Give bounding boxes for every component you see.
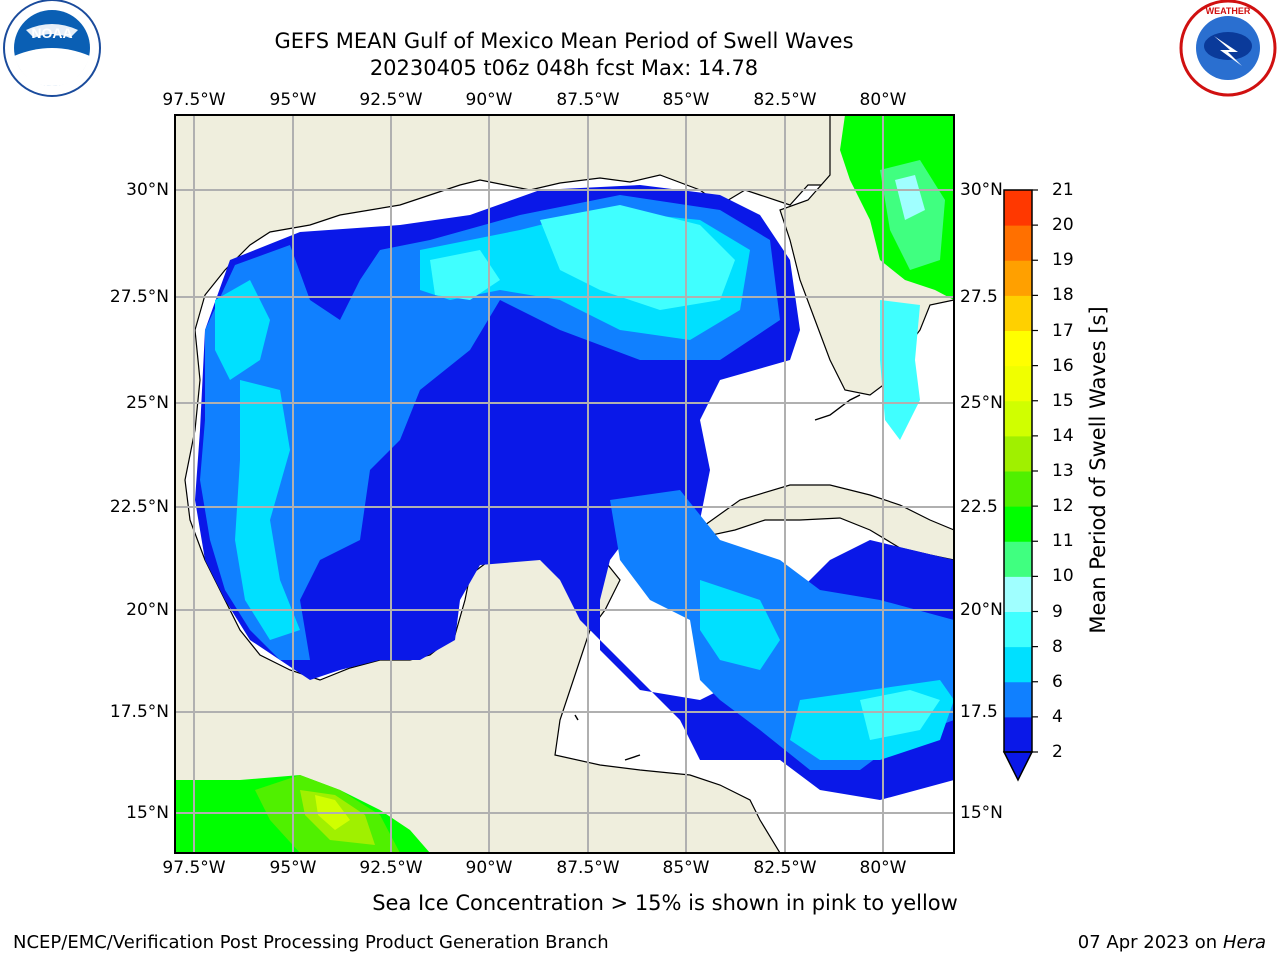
nws-logo: WEATHER [1179,0,1277,97]
colorbar-tick-label: 9 [1052,601,1063,622]
lat-label-right: 22.5 [960,497,998,517]
colorbar-tick-label: 15 [1052,390,1074,411]
colorbar-segment [1004,295,1032,331]
lon-label-top: 97.5°W [162,90,226,110]
colorbar-segment [1004,646,1032,683]
map-subtitle: 20230405 t06z 048h fcst Max: 14.78 [369,56,759,80]
colorbar-segment [1004,506,1032,542]
noaa-logo: NOAA [3,0,101,97]
sea-ice-note: Sea Ice Concentration > 15% is shown in … [372,891,958,915]
map-frame [174,114,955,854]
lat-label-right: 30°N [960,180,1003,200]
lon-label-top: 85°W [662,90,710,110]
colorbar-segment [1004,365,1032,402]
lat-label-right: 20°N [960,600,1003,620]
lon-label-top: 87.5°W [556,90,620,110]
lon-label-bottom: 80°W [859,858,907,878]
lat-label-left: 25°N [126,393,169,413]
lat-label-right: 15°N [960,803,1003,823]
colorbar-segment [1004,541,1032,577]
lat-label-left: 30°N [126,180,169,200]
lon-label-top: 92.5°W [359,90,423,110]
lon-label-bottom: 92.5°W [359,858,423,878]
lat-label-right: 25°N [960,393,1003,413]
colorbar-segment [1004,716,1032,753]
colorbar-segment [1004,681,1032,718]
colorbar-extend-arrow [1002,751,1034,782]
colorbar-segment [1004,611,1032,648]
colorbar-tick-label: 18 [1052,285,1074,306]
colorbar-tick-label: 13 [1052,461,1074,481]
lon-label-bottom: 82.5°W [753,858,817,878]
colorbar-segment [1004,471,1032,507]
footer-date-text: 07 Apr 2023 on [1077,932,1223,953]
footer-date: 07 Apr 2023 on Hera [1078,932,1266,953]
lat-label-left: 15°N [126,803,169,823]
colorbar-tick-label: 4 [1052,706,1063,727]
colorbar-tick-label: 20 [1052,215,1074,236]
colorbar-segment [1004,225,1032,261]
colorbar-tick-label: 21 [1052,180,1074,200]
colorbar-tick-label: 19 [1052,250,1074,271]
colorbar-tick-label: 12 [1052,496,1074,517]
noaa-logo-text: NOAA [31,25,72,41]
footer-host: Hera [1222,932,1266,953]
lon-label-top: 90°W [465,90,513,110]
lon-label-bottom: 97.5°W [162,858,226,878]
lat-label-right: 27.5 [960,287,998,307]
map-title: GEFS MEAN Gulf of Mexico Mean Period of … [274,29,854,53]
colorbar-tick-label: 8 [1052,636,1063,657]
colorbar-tick-label: 16 [1052,355,1074,376]
colorbar-tick-label: 14 [1052,425,1074,446]
colorbar-tick-label: 6 [1052,671,1063,692]
colorbar-segment [1004,260,1032,296]
lat-label-left: 27.5°N [109,287,169,307]
colorbar-title: Mean Period of Swell Waves [s] [1086,306,1110,634]
colorbar-segment [1004,435,1032,472]
lon-label-bottom: 85°W [662,858,710,878]
colorbar-segment [1004,190,1032,226]
colorbar-tick-label: 17 [1052,320,1074,341]
colorbar-tick-label: 11 [1052,531,1074,552]
islands [574,394,861,761]
colorbar-segment [1004,400,1032,437]
colorbar-segment [1004,330,1032,367]
lon-label-top: 95°W [269,90,317,110]
lat-label-left: 20°N [126,600,169,620]
lat-label-left: 17.5°N [109,702,169,722]
colorbar-tick-label: 10 [1052,566,1074,587]
lon-label-top: 82.5°W [753,90,817,110]
lon-label-bottom: 87.5°W [556,858,620,878]
graticule [175,115,954,853]
footer-credit: NCEP/EMC/Verification Post Processing Pr… [13,932,609,953]
lat-label-left: 22.5°N [109,497,169,517]
lat-label-right: 17.5 [960,702,998,722]
colorbar-segment [1004,576,1032,612]
lon-label-top: 80°W [859,90,907,110]
colorbar-tick-label: 2 [1052,742,1063,762]
lon-label-bottom: 95°W [269,858,317,878]
svg-text:WEATHER: WEATHER [1206,6,1251,16]
lon-label-bottom: 90°W [465,858,513,878]
